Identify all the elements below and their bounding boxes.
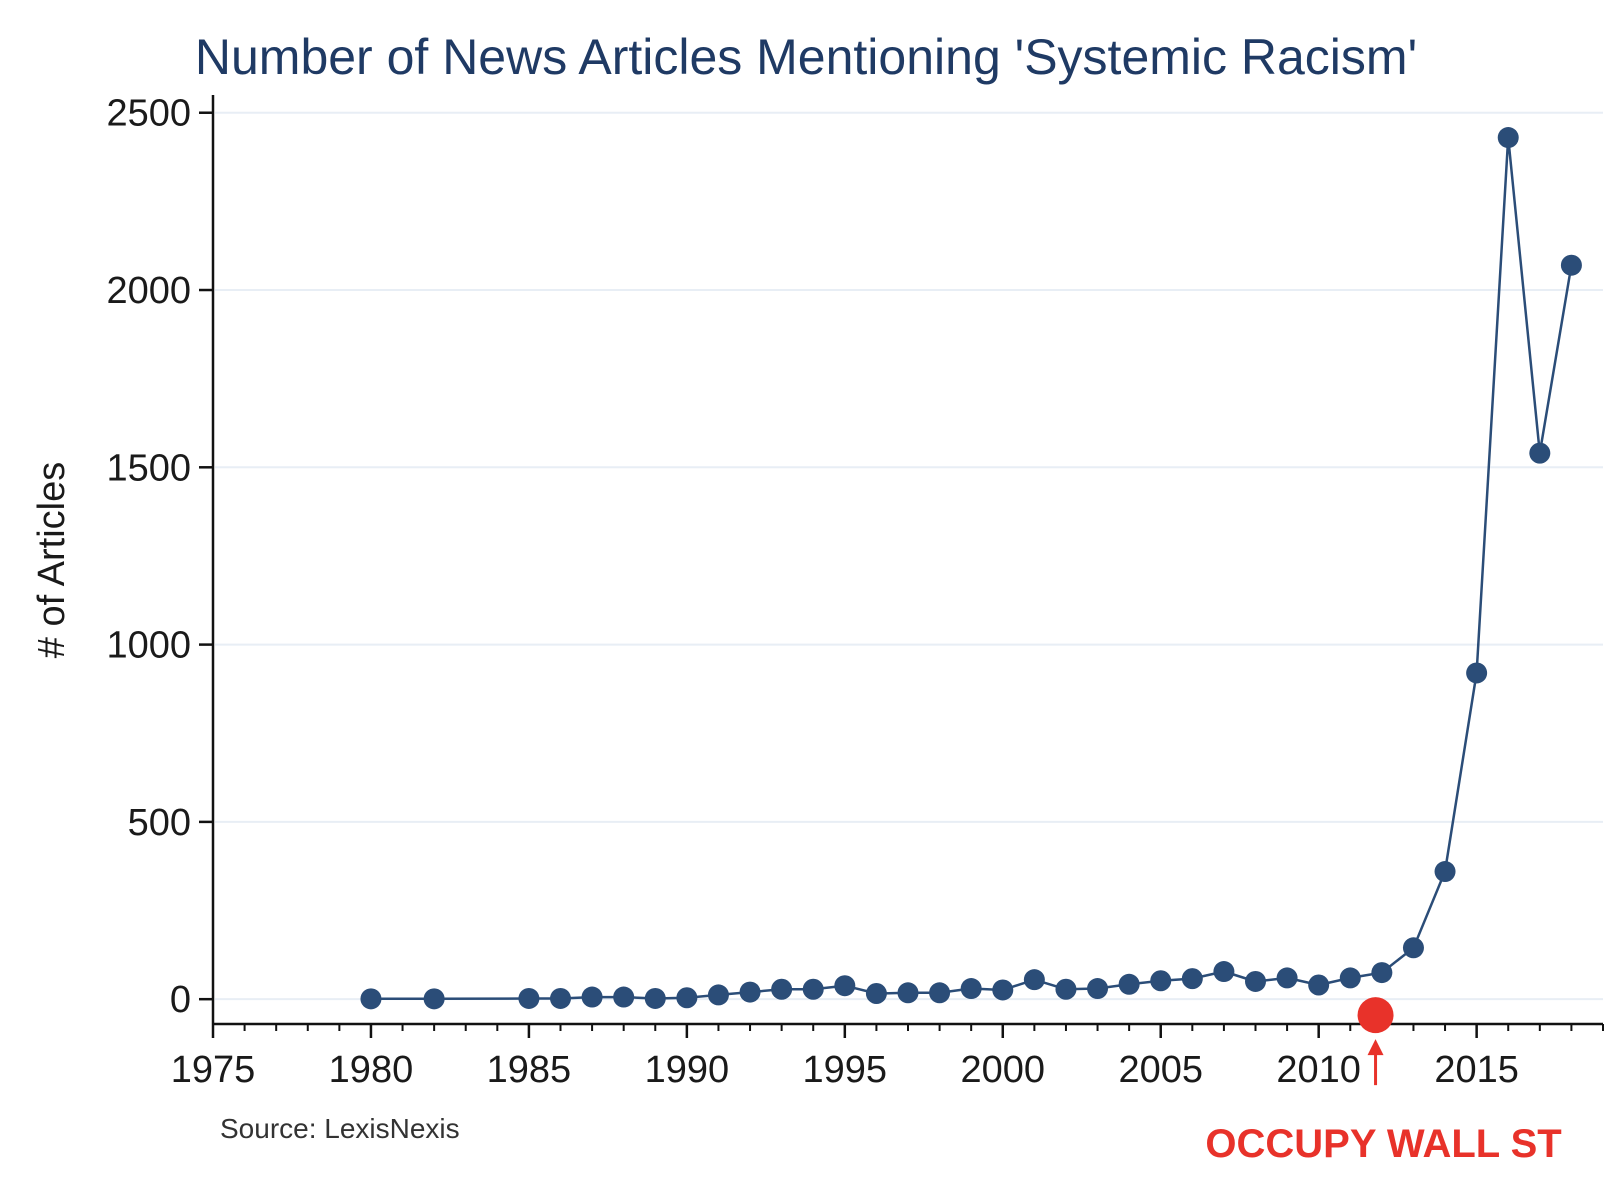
series-line <box>371 136 1573 1001</box>
data-point-1986 <box>550 987 571 1009</box>
data-point-1992 <box>739 981 761 1003</box>
y-axis-label: # of Articles <box>31 462 73 658</box>
data-point-1993 <box>771 978 793 1000</box>
data-point-1988 <box>613 986 635 1008</box>
data-point-1998 <box>929 982 951 1004</box>
axes <box>211 95 1603 1026</box>
data-point-2013 <box>1402 937 1424 959</box>
data-point-1996 <box>865 983 887 1005</box>
data-point-2007 <box>1213 961 1235 983</box>
x-tick-label-1995: 1995 <box>803 1049 888 1091</box>
data-point-2012 <box>1371 962 1393 984</box>
series-articles <box>360 127 1582 1010</box>
data-point-2005 <box>1150 970 1172 992</box>
data-point-1980 <box>360 988 382 1010</box>
x-tick-label-1990: 1990 <box>645 1049 730 1091</box>
data-point-1991 <box>707 984 729 1006</box>
data-point-2004 <box>1118 973 1140 995</box>
data-point-1995 <box>834 975 856 997</box>
x-tick-label-1985: 1985 <box>487 1049 572 1091</box>
data-point-2009 <box>1276 967 1298 989</box>
data-point-2010 <box>1308 974 1330 996</box>
annotation-dot <box>1357 997 1394 1034</box>
x-tick-label-2000: 2000 <box>960 1049 1045 1091</box>
annotation-label: OCCUPY WALL ST <box>1205 1122 1561 1166</box>
data-point-2016 <box>1497 127 1519 149</box>
data-point-2006 <box>1181 968 1203 990</box>
data-point-2015 <box>1466 662 1488 684</box>
x-axis-ticks: 1975 1980 1985 1990 1995 2000 2005 2010 2015 <box>171 1024 1604 1091</box>
data-point-1982 <box>423 988 445 1010</box>
annotation-occupy-wall-st: OCCUPY WALL ST <box>1205 997 1562 1166</box>
data-point-1999 <box>960 978 982 1000</box>
data-point-2018 <box>1560 254 1582 276</box>
data-point-2001 <box>1023 969 1045 991</box>
x-tick-label-2015: 2015 <box>1434 1049 1519 1091</box>
data-point-2000 <box>992 979 1014 1001</box>
x-tick-label-1980: 1980 <box>329 1049 414 1091</box>
y-axis-ticks: 0 500 1000 1500 2000 2500 <box>106 93 213 1021</box>
source-note: Source: LexisNexis <box>220 1113 460 1144</box>
data-point-2011 <box>1339 967 1361 989</box>
data-point-1990 <box>676 987 698 1009</box>
data-point-2014 <box>1434 861 1456 883</box>
data-point-2003 <box>1087 978 1109 1000</box>
data-point-2002 <box>1055 978 1077 1000</box>
x-tick-label-2005: 2005 <box>1118 1049 1203 1091</box>
data-point-1985 <box>518 987 540 1009</box>
y-tick-label-500: 500 <box>128 802 191 844</box>
data-point-2017 <box>1529 442 1551 464</box>
y-tick-label-2500: 2500 <box>106 93 191 135</box>
x-tick-label-2010: 2010 <box>1276 1049 1361 1091</box>
y-tick-label-1500: 1500 <box>106 447 191 489</box>
chart-title: Number of News Articles Mentioning 'Syst… <box>195 29 1417 85</box>
data-point-1994 <box>802 978 824 1000</box>
data-point-1987 <box>581 986 603 1008</box>
x-tick-label-1975: 1975 <box>171 1049 256 1091</box>
annotation-arrow-head <box>1367 1039 1384 1056</box>
y-tick-label-2000: 2000 <box>106 270 191 312</box>
gridlines <box>215 111 1603 1001</box>
y-tick-label-1000: 1000 <box>106 625 191 667</box>
data-point-1997 <box>897 982 919 1004</box>
y-tick-label-0: 0 <box>170 979 191 1021</box>
data-point-1989 <box>644 987 666 1009</box>
data-point-2008 <box>1245 970 1266 992</box>
